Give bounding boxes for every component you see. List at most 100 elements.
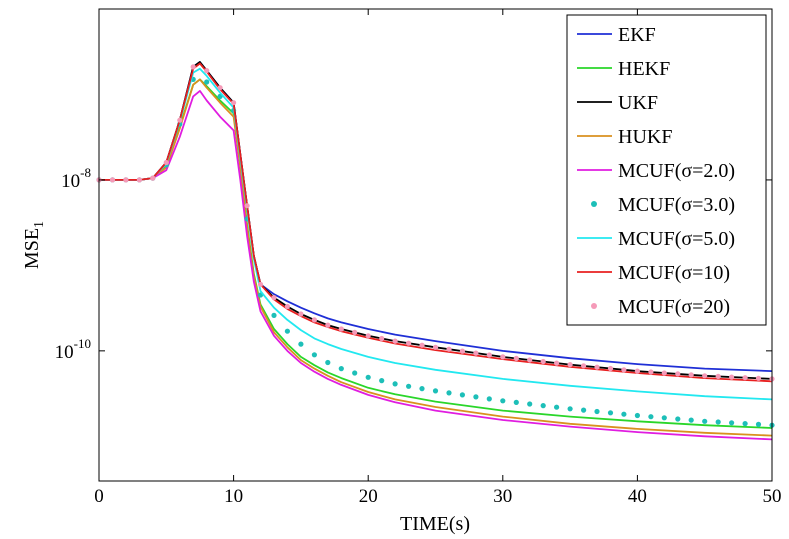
axis-ticks: 0 10 20 30 40 50 10-8 10-10 [55,9,782,507]
series-point [473,394,479,400]
series-point [432,344,439,350]
series-point [500,354,506,360]
series-point [742,421,748,427]
legend-label: HUKF [618,126,672,148]
series-point [177,117,183,123]
series-line-7 [99,62,773,383]
legend-label: MCUF(σ=10) [618,262,730,284]
series-point [607,410,614,416]
series-point [338,366,344,372]
series-point [365,333,371,339]
series-point [204,79,210,85]
x-tick-label: 20 [359,486,378,507]
series-point [136,177,142,183]
series-point [540,358,546,365]
series-point [567,406,573,412]
legend-entry: MCUF(σ=2.0) [577,160,735,182]
series-point [729,420,735,426]
series-point [459,348,465,354]
legend-label: HEKF [618,58,670,80]
series-point [500,398,506,404]
series-point [284,328,290,334]
series-point [567,362,573,368]
legend-entry: MCUF(σ=3.0) [591,194,735,216]
y-tick-label: 10-8 [61,165,91,192]
series-point [581,407,587,413]
legend-label: MCUF(σ=2.0) [618,160,735,182]
series-point [702,373,708,379]
series-point [675,371,681,377]
series-point [311,352,317,358]
series-point [473,350,479,356]
series-point [594,408,600,415]
series-point [109,177,116,183]
legend-label: UKF [618,92,658,114]
series-point [257,281,264,287]
series-point [365,374,371,380]
series-point [621,367,627,373]
x-tick-label: 50 [763,486,782,507]
series-point [459,392,465,398]
series-point [446,346,452,352]
series-line-3 [99,78,773,437]
series-point [419,342,425,348]
series-point [406,383,412,389]
legend-entry: MCUF(σ=20) [591,296,730,318]
series-point [715,373,721,379]
series-point [406,340,412,346]
series-point [607,365,614,372]
series-markers-8 [96,64,775,382]
y-axis-label-sub: 1 [32,221,47,228]
series-point [392,381,398,387]
legend-label: MCUF(σ=3.0) [618,194,735,216]
series-point [755,421,762,427]
y-axis-label-main: MSE [21,228,43,269]
series-point [742,375,748,381]
series-line-4 [99,90,773,441]
series-point [284,303,290,310]
series-point [190,64,196,70]
x-tick-label: 30 [493,486,512,507]
series-point [271,312,277,318]
series-point [432,388,439,394]
series-point [648,414,654,420]
y-tick-label: 10-10 [55,336,91,363]
series-point [150,175,156,181]
series-point [688,417,694,423]
series-point [486,352,492,358]
series-point [729,374,735,380]
series-point [352,370,358,376]
legend-marker [591,201,597,207]
series-point [325,322,331,328]
legend-entry: EKF [577,24,656,46]
series-point [702,418,708,424]
series-point [392,338,398,344]
series-point [527,401,533,407]
series-point [419,386,425,392]
series-point [527,357,533,363]
legend-label: MCUF(σ=5.0) [618,228,735,250]
series-point [648,369,654,375]
legend-label: EKF [618,24,656,46]
series-point [634,412,641,419]
series-point [352,329,358,335]
svg-text:MSE1: MSE1 [21,221,47,269]
legend: EKF HEKF UKF HUKF MCUF(σ=2.0) MCUF(σ=3.0) MCUF… [566,14,767,326]
series-point [244,203,250,209]
series-point [379,335,385,342]
axes-frame [98,8,773,482]
series-point [338,326,344,332]
legend-entry: MCUF(σ=10) [577,262,730,284]
legend-label: MCUF(σ=20) [618,296,730,318]
legend-entry: UKF [577,92,658,114]
series-point [379,378,385,384]
legend-marker [591,303,597,309]
series-point [755,375,762,381]
x-tick-label: 10 [224,486,243,507]
series-point [634,368,641,374]
series-point [661,370,667,376]
series-point [298,341,304,347]
legend-entry: HUKF [577,126,672,148]
series-point [513,355,519,361]
series-point [271,295,277,301]
